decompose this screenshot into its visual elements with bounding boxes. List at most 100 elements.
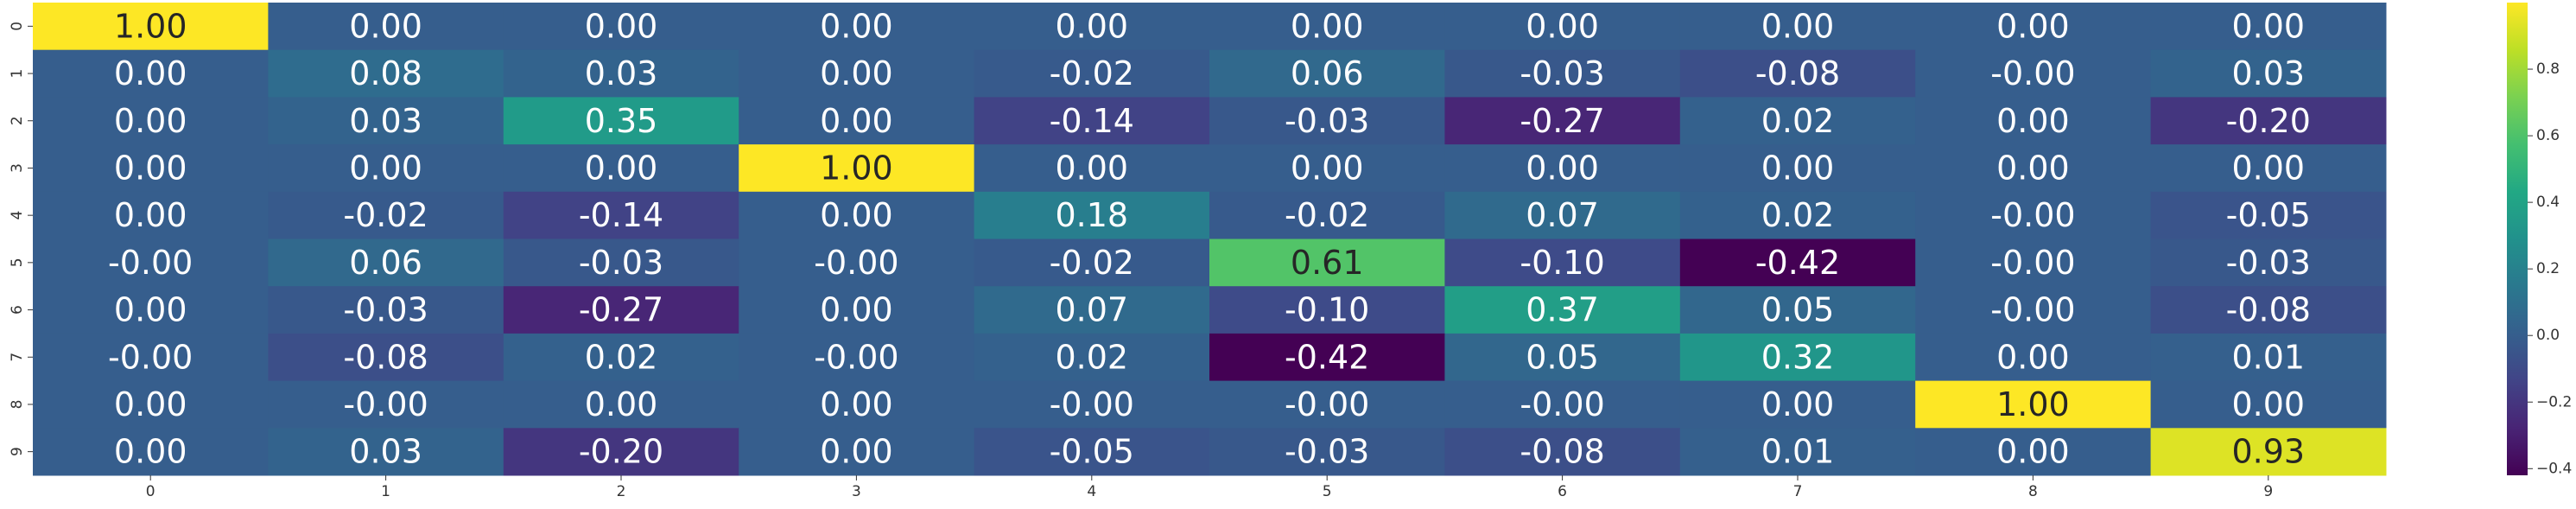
cell-annotation-9-0: 0.00	[114, 433, 187, 471]
heatmap-cell-0-0	[33, 3, 269, 51]
x-axis: 0 1 2 3 4 5 6 7 8 9	[146, 475, 2273, 500]
heatmap-cell-4-0	[33, 191, 269, 239]
heatmap-cell-3-1	[268, 144, 504, 193]
cell-annotation-3-6: 0.00	[1526, 149, 1599, 187]
heatmap-cell-4-3	[739, 191, 975, 239]
heatmap-cell-0-5	[1209, 3, 1445, 51]
heatmap-cell-9-6	[1444, 428, 1681, 476]
colorbar-tick-label-1: −0.2	[2536, 393, 2572, 410]
heatmap-cell-1-3	[739, 49, 975, 98]
cell-annotation-4-6: 0.07	[1526, 196, 1599, 234]
colorbar: −0.4 −0.2 0.0 0.2 0.4 0.6 0.8	[2507, 3, 2572, 477]
heatmap-cell-9-3	[739, 428, 975, 476]
cell-annotation-0-0: 1.00	[114, 7, 187, 45]
cell-annotation-3-1: 0.00	[349, 149, 422, 187]
cell-annotation-5-5: 0.61	[1291, 244, 1364, 282]
cell-annotation-0-9: 0.00	[2231, 7, 2305, 45]
heatmap-cell-3-8	[1915, 144, 2152, 193]
colorbar-tick-label-3: 0.2	[2536, 260, 2560, 277]
y-tick-label-7: 7	[9, 353, 26, 362]
heatmap-cell-7-3	[739, 333, 975, 382]
cell-annotation-0-6: 0.00	[1526, 7, 1599, 45]
cell-annotation-3-0: 0.00	[114, 149, 187, 187]
cell-annotation-9-3: 0.00	[820, 433, 893, 471]
cell-annotation-5-1: 0.06	[349, 244, 422, 282]
cell-annotation-3-3: 1.00	[820, 149, 893, 187]
heatmap-cell-8-4	[974, 380, 1210, 429]
heatmap-cell-3-9	[2150, 144, 2387, 193]
cell-annotation-4-8: -0.00	[1990, 196, 2075, 234]
heatmap-cell-5-1	[268, 239, 504, 287]
x-tick-label-3: 3	[852, 483, 861, 500]
heatmap-cell-5-6	[1444, 239, 1681, 287]
heatmap-cell-8-0	[33, 380, 269, 429]
cell-annotation-2-0: 0.00	[114, 102, 187, 140]
heatmap-cell-6-3	[739, 286, 975, 334]
cell-annotation-7-5: -0.42	[1285, 338, 1369, 376]
cell-annotation-5-3: -0.00	[814, 244, 898, 282]
cell-annotation-1-1: 0.08	[349, 54, 422, 92]
cell-annotation-4-4: 0.18	[1055, 196, 1128, 234]
heatmap-cell-1-9	[2150, 49, 2387, 98]
heatmap-cell-1-6	[1444, 49, 1681, 98]
heatmap-annotations: 1.00 0.00 0.00 0.00 0.00 0.00 0.00 0.00 0.00 0.00…	[108, 7, 2311, 470]
cell-annotation-6-4: 0.07	[1055, 291, 1128, 329]
cell-annotation-0-8: 0.00	[1996, 7, 2070, 45]
heatmap-cell-8-7	[1679, 380, 1916, 429]
heatmap-cell-8-8	[1915, 380, 2152, 429]
heatmap-cell-9-0	[33, 428, 269, 476]
heatmap-cell-1-1	[268, 49, 504, 98]
cell-annotation-1-4: -0.02	[1050, 54, 1134, 92]
heatmap-cell-0-4	[974, 3, 1210, 51]
heatmap-cell-9-1	[268, 428, 504, 476]
colorbar-ticks: −0.4 −0.2 0.0 0.2 0.4 0.6 0.8	[2528, 60, 2572, 477]
y-tick-label-1: 1	[9, 69, 26, 79]
cell-annotation-2-3: 0.00	[820, 102, 893, 140]
cell-annotation-9-6: -0.08	[1520, 433, 1604, 471]
cell-annotation-3-5: 0.00	[1291, 149, 1364, 187]
cell-annotation-5-0: -0.00	[108, 244, 193, 282]
x-tick-label-2: 2	[617, 483, 626, 500]
y-tick-label-3: 3	[9, 163, 26, 173]
heatmap-cell-9-2	[503, 428, 739, 476]
x-tick-label-1: 1	[381, 483, 390, 500]
heatmap-cell-8-2	[503, 380, 739, 429]
cell-annotation-8-6: -0.00	[1520, 385, 1604, 423]
cell-annotation-0-3: 0.00	[820, 7, 893, 45]
x-tick-label-6: 6	[1558, 483, 1567, 500]
heatmap-cell-0-2	[503, 3, 739, 51]
x-tick-label-5: 5	[1323, 483, 1332, 500]
heatmap-cell-6-5	[1209, 286, 1445, 334]
colorbar-gradient	[2507, 3, 2528, 475]
heatmap-cell-5-2	[503, 239, 739, 287]
cell-annotation-8-2: 0.00	[585, 385, 658, 423]
y-tick-label-0: 0	[9, 22, 26, 31]
cell-annotation-6-1: -0.03	[343, 291, 428, 329]
cell-annotation-9-7: 0.01	[1761, 433, 1835, 471]
cell-annotation-7-3: -0.00	[814, 338, 898, 376]
heatmap-cell-1-8	[1915, 49, 2152, 98]
cell-annotation-8-8: 1.00	[1996, 385, 2070, 423]
cell-annotation-5-7: -0.42	[1755, 244, 1840, 282]
heatmap-cell-3-0	[33, 144, 269, 193]
cell-annotation-7-0: -0.00	[108, 338, 193, 376]
cell-annotation-9-8: 0.00	[1996, 433, 2070, 471]
heatmap-cell-6-9	[2150, 286, 2387, 334]
y-tick-label-8: 8	[9, 400, 26, 410]
cell-annotation-2-4: -0.14	[1050, 102, 1134, 140]
heatmap-cell-5-8	[1915, 239, 2152, 287]
heatmap-cell-5-0	[33, 239, 269, 287]
x-tick-label-4: 4	[1087, 483, 1096, 500]
heatmap-cell-6-0	[33, 286, 269, 334]
cell-annotation-4-0: 0.00	[114, 196, 187, 234]
cell-annotation-7-8: 0.00	[1996, 338, 2070, 376]
cell-annotation-6-0: 0.00	[114, 291, 187, 329]
cell-annotation-3-2: 0.00	[585, 149, 658, 187]
cell-annotation-8-7: 0.00	[1761, 385, 1835, 423]
cell-annotation-1-5: 0.06	[1291, 54, 1364, 92]
cell-annotation-6-5: -0.10	[1285, 291, 1369, 329]
heatmap-cell-3-6	[1444, 144, 1681, 193]
cell-annotation-7-4: 0.02	[1055, 338, 1128, 376]
heatmap-cell-2-1	[268, 97, 504, 145]
heatmap-cell-7-7	[1679, 333, 1916, 382]
